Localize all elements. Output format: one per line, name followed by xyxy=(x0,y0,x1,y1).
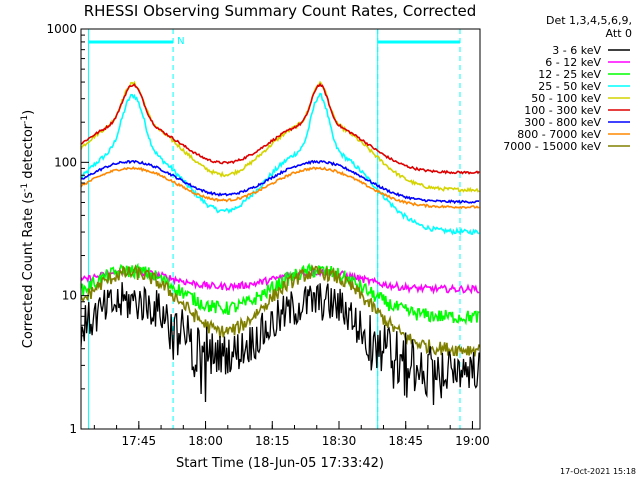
legend-header-line2: Att 0 xyxy=(606,27,632,40)
series-line xyxy=(81,159,480,205)
series-line xyxy=(81,166,480,210)
x-tick-label: 18:00 xyxy=(188,434,223,448)
series-line xyxy=(81,80,480,193)
legend-label: 300 - 800 keV xyxy=(524,116,601,129)
x-tick-label: 19:00 xyxy=(455,434,490,448)
x-axis-label: Start Time (18-Jun-05 17:33:42) xyxy=(176,456,384,471)
legend-label: 3 - 6 keV xyxy=(552,44,601,57)
x-tick-label: 18:45 xyxy=(388,434,423,448)
marker-lines xyxy=(88,29,461,429)
legend-label: 800 - 7000 keV xyxy=(517,128,601,141)
flag-label: N xyxy=(177,36,184,47)
y-tick-label: 1 xyxy=(69,422,77,436)
series-group xyxy=(81,80,480,406)
legend-header-line1: Det 1,3,4,5,6,9, xyxy=(546,14,632,27)
x-tick-label: 17:45 xyxy=(122,434,157,448)
y-tick-label: 10 xyxy=(62,289,77,303)
y-tick-label: 1000 xyxy=(46,22,77,36)
legend-label: 7000 - 15000 keV xyxy=(503,140,601,153)
legend-label: 50 - 100 keV xyxy=(531,92,601,105)
series-line xyxy=(81,282,480,406)
legend-label: 6 - 12 keV xyxy=(545,56,601,69)
series-line xyxy=(81,82,480,175)
x-tick-label: 18:15 xyxy=(255,434,290,448)
y-axis: 1 10 100 1000 xyxy=(46,22,89,436)
x-axis: 17:45 18:00 18:15 18:30 18:45 19:00 xyxy=(93,421,490,448)
footer-date: 17-Oct-2021 15:18 xyxy=(560,467,636,476)
legend-label: 12 - 25 keV xyxy=(538,68,601,81)
chart-title: RHESSI Observing Summary Count Rates, Co… xyxy=(84,2,477,20)
series-line xyxy=(81,92,480,236)
legend-label: 25 - 50 keV xyxy=(538,80,601,93)
plot-frame xyxy=(80,28,481,430)
y-axis-label: Corrected Count Rate (s-1 detector-1) xyxy=(20,110,36,348)
plot-area: N xyxy=(80,28,481,430)
y-tick-label: 100 xyxy=(54,155,77,169)
legend-label: 100 - 300 keV xyxy=(524,104,601,117)
x-tick-label: 18:30 xyxy=(322,434,357,448)
